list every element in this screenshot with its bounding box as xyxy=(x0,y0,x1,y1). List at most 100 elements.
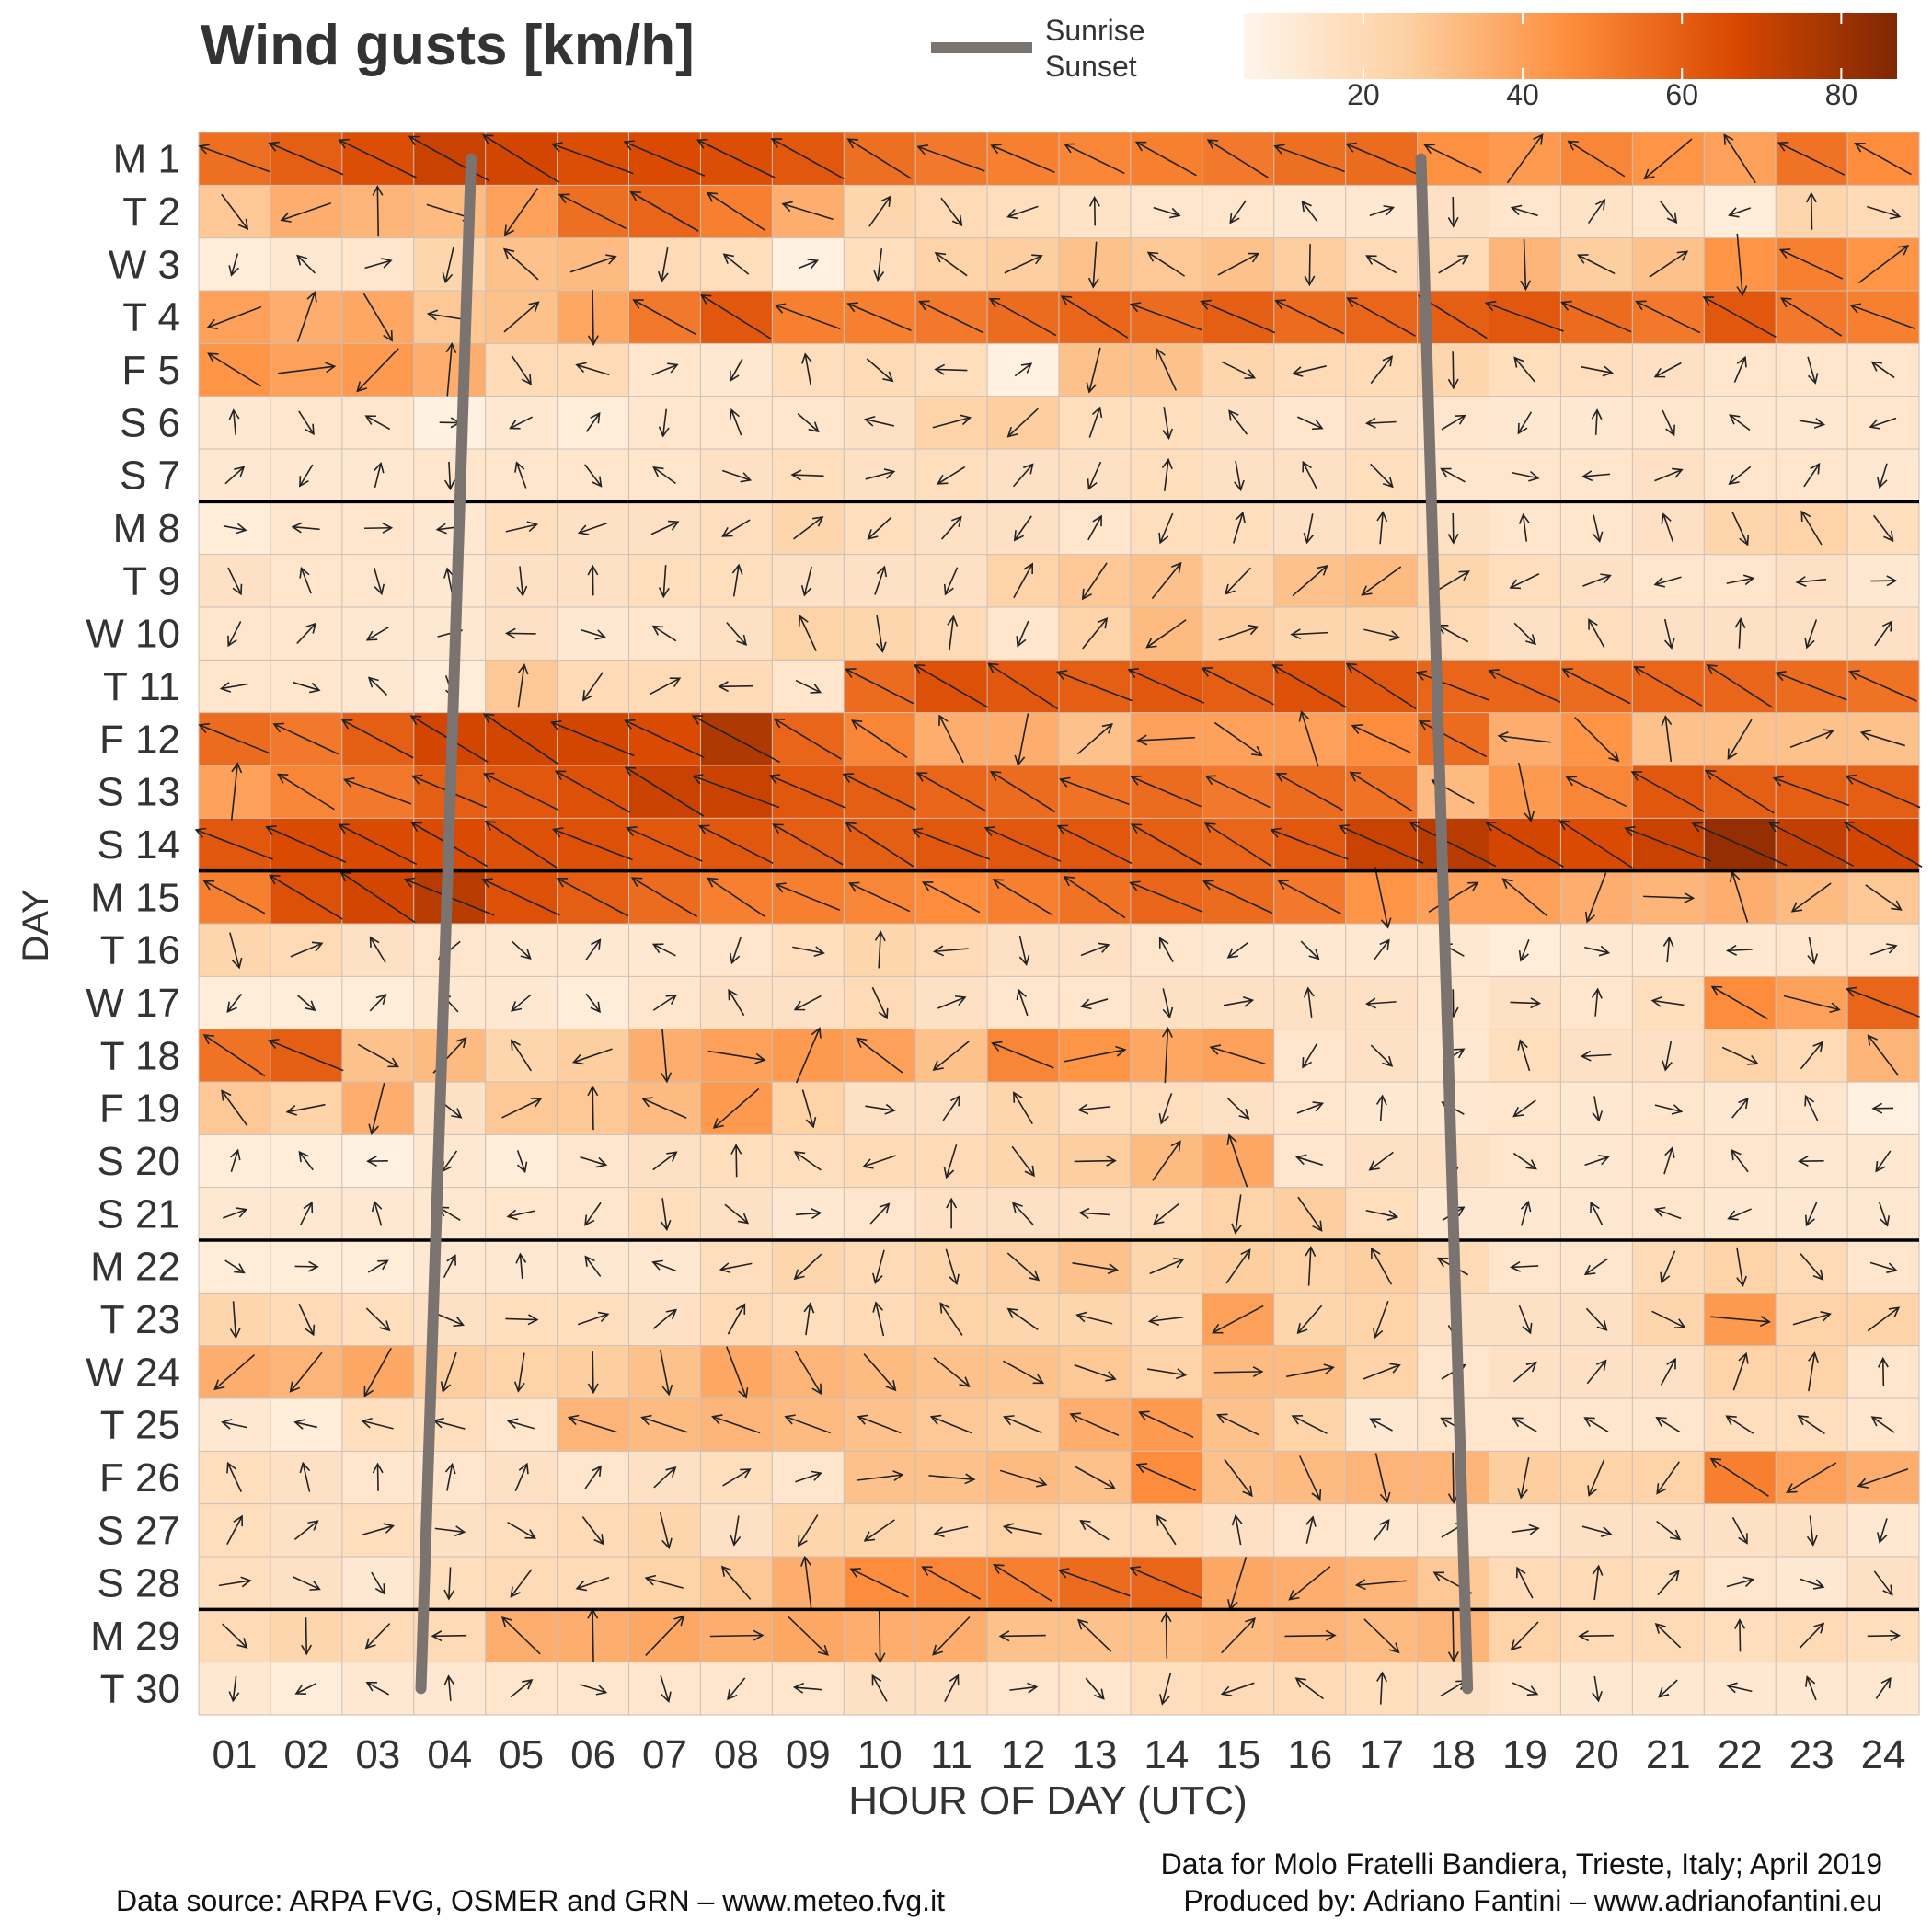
wind-arrow xyxy=(1087,461,1102,490)
wind-arrow-shaft xyxy=(1416,672,1490,701)
wind-arrow xyxy=(340,719,414,759)
wind-arrow xyxy=(1209,1044,1266,1065)
wind-arrow xyxy=(943,567,959,596)
wind-arrow-shaft xyxy=(1809,1515,1814,1546)
wind-arrow xyxy=(842,773,916,811)
wind-arrow-head xyxy=(706,191,719,202)
wind-arrow-shaft xyxy=(1225,567,1252,595)
wind-arrow-shaft xyxy=(795,679,821,694)
wind-arrow-head xyxy=(1731,1148,1742,1161)
wind-arrow xyxy=(1803,463,1821,488)
wind-arrow-shaft xyxy=(339,139,418,178)
wind-arrow xyxy=(1662,1041,1673,1072)
wind-arrow-head xyxy=(1303,532,1315,545)
wind-arrow xyxy=(1789,729,1834,748)
wind-arrow-shaft xyxy=(1370,1044,1393,1067)
wind-arrow-head xyxy=(291,522,303,534)
wind-arrow-head xyxy=(793,1269,805,1281)
wind-arrow-head xyxy=(1002,1523,1015,1534)
wind-arrow-head xyxy=(872,1301,883,1313)
wind-arrow xyxy=(1228,409,1248,435)
wind-arrow xyxy=(367,676,388,696)
wind-arrow-head xyxy=(444,479,455,491)
wind-arrow xyxy=(1869,1261,1898,1273)
wind-arrow-head xyxy=(1447,216,1459,228)
wind-arrow-head xyxy=(382,522,394,534)
wind-arrow-head xyxy=(1738,1533,1748,1545)
wind-arrow-head xyxy=(874,1652,886,1664)
wind-arrow-head xyxy=(934,252,947,263)
wind-arrow-shaft xyxy=(1362,566,1402,596)
day-label: F 19 xyxy=(99,1087,180,1132)
wind-arrow xyxy=(857,1414,902,1434)
wind-arrow-shaft xyxy=(1374,1300,1389,1339)
wind-arrow-head xyxy=(878,1007,889,1020)
wind-arrow-head xyxy=(1706,664,1718,675)
footer-author: Produced by: Adriano Fantini – www.adria… xyxy=(1183,1884,1882,1917)
wind-arrow-shaft xyxy=(1520,1457,1530,1498)
wind-arrow-shaft xyxy=(1409,822,1497,868)
wind-arrow-head xyxy=(947,615,959,627)
wind-arrow-shaft xyxy=(483,134,560,184)
wind-arrow-head xyxy=(340,719,353,730)
wind-arrow-shaft xyxy=(721,469,751,481)
wind-arrow-head xyxy=(1006,426,1018,438)
wind-arrow xyxy=(1870,1416,1895,1433)
wind-arrow-shaft xyxy=(1873,514,1894,542)
wind-arrow-shaft xyxy=(730,937,742,963)
wind-arrow xyxy=(1064,1045,1127,1063)
wind-arrow-shaft xyxy=(1520,938,1530,961)
wind-arrow xyxy=(1284,1629,1337,1641)
wind-arrow xyxy=(1213,721,1263,757)
wind-arrow-head xyxy=(506,1209,518,1221)
wind-arrow-head xyxy=(1081,588,1092,601)
wind-arrow-shaft xyxy=(1235,1515,1242,1546)
wind-arrow xyxy=(364,522,394,534)
wind-arrow-head xyxy=(1303,986,1315,998)
wind-arrow-shaft xyxy=(1729,414,1751,431)
wind-arrow-head xyxy=(951,214,963,227)
wind-arrow xyxy=(1518,938,1530,962)
wind-arrow xyxy=(1074,1466,1117,1489)
wind-arrow xyxy=(1588,618,1605,649)
wind-arrow xyxy=(1725,1415,1754,1434)
wind-arrow-head xyxy=(1162,1006,1174,1019)
wind-arrow-head xyxy=(753,1629,765,1641)
wind-arrow-shaft xyxy=(298,1151,314,1171)
wind-arrow xyxy=(1777,141,1846,176)
wind-arrow-shaft xyxy=(1298,1455,1321,1500)
wind-arrow-head xyxy=(1729,414,1741,425)
wind-arrow-shaft xyxy=(207,305,262,328)
wind-arrow-head xyxy=(483,713,495,724)
wind-arrow xyxy=(651,1259,677,1272)
wind-arrow-head xyxy=(1383,204,1395,216)
wind-arrow xyxy=(1517,411,1533,435)
wind-arrow xyxy=(1635,300,1701,334)
wind-arrow xyxy=(554,770,631,813)
wind-arrow-shaft xyxy=(1229,200,1247,224)
wind-arrow xyxy=(278,362,337,374)
wind-arrow-shaft xyxy=(222,1421,247,1429)
wind-arrow-shaft xyxy=(1085,1677,1105,1699)
wind-arrow-shaft xyxy=(1147,251,1186,277)
wind-arrow-head xyxy=(1588,618,1598,630)
wind-arrow xyxy=(1438,254,1469,274)
wind-arrow-head xyxy=(1382,477,1394,489)
wind-arrow xyxy=(660,1674,672,1704)
wind-arrow-shaft xyxy=(1004,1416,1042,1434)
wind-arrow xyxy=(1354,1579,1407,1591)
wind-arrow xyxy=(1290,628,1328,640)
wind-arrow-head xyxy=(1591,408,1603,420)
hour-label: 06 xyxy=(570,1732,615,1777)
wind-arrow-shaft xyxy=(941,516,962,540)
wind-arrow-head xyxy=(1676,250,1689,261)
wind-arrow-shaft xyxy=(1131,776,1202,808)
wind-arrow-shaft xyxy=(557,878,629,917)
wind-arrow xyxy=(1869,943,1898,956)
day-label: W 24 xyxy=(86,1350,180,1395)
wind-arrow xyxy=(1004,254,1043,274)
wind-arrow-head xyxy=(1727,748,1738,760)
wind-arrow xyxy=(1778,248,1844,280)
wind-arrow xyxy=(1447,351,1459,390)
wind-arrow xyxy=(1656,1520,1682,1541)
